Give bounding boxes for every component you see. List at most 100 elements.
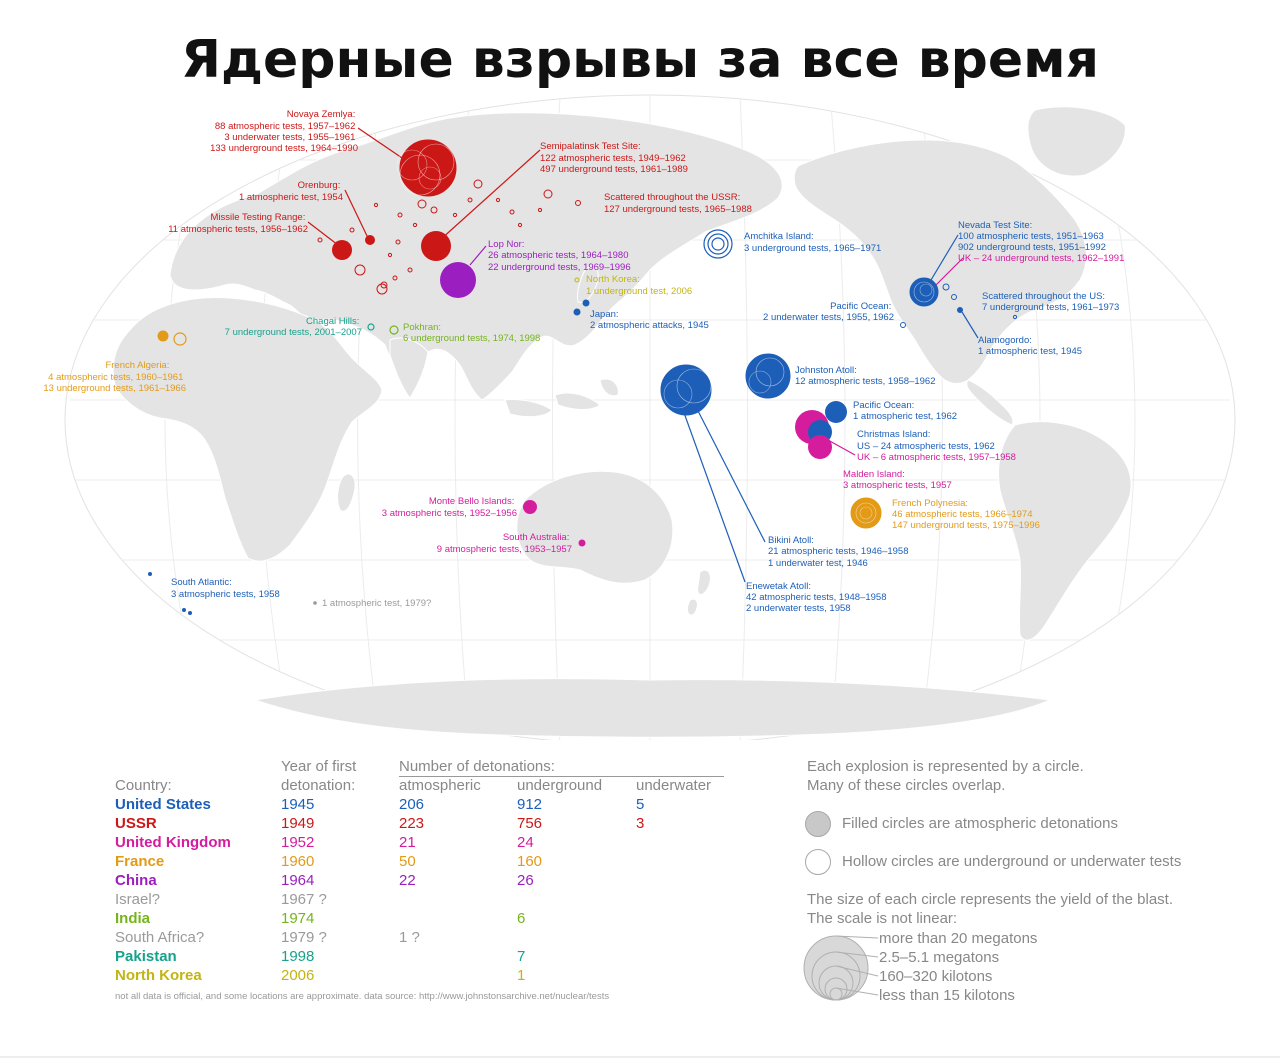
site-french-polynesia: [850, 497, 882, 529]
leader-missile-range: [307, 221, 339, 246]
site-pokhran: [389, 325, 399, 335]
country-name: Israel?: [115, 891, 161, 908]
country-name: United States: [115, 796, 211, 813]
landmass-north-america: [793, 139, 1087, 384]
first-year: 1979 ?: [281, 929, 327, 946]
filled-circle-icon: [805, 811, 831, 837]
underground-count: 6: [517, 910, 526, 927]
first-year: 1998: [281, 948, 315, 965]
underground-count: 912: [517, 796, 543, 813]
leader-lines: [307, 127, 979, 583]
table-row: United Kingdom 1952 21 24: [0, 833, 780, 852]
country-name: France: [115, 853, 165, 870]
world-map: Novaya Zemlya: 88 atmospheric tests, 195…: [43, 94, 1236, 740]
site-south-australia: [578, 539, 586, 547]
label-orenburg: Orenburg: 1 atmospheric test, 1954: [239, 180, 343, 203]
label-french-algeria: French Algeria: 4 atmospheric tests, 196…: [43, 360, 186, 394]
data-source-footnote: not all data is official, and some locat…: [115, 991, 610, 1002]
label-scattered-us: Scattered throughout the US: 7 undergrou…: [982, 291, 1119, 313]
underground-count: 7: [517, 948, 526, 965]
landmass-south-america: [998, 421, 1132, 641]
header-atmospheric: atmospheric: [399, 777, 481, 794]
key-hollow-label: Hollow circles are underground or underw…: [842, 853, 1182, 870]
landmass-new-zealand: [686, 569, 711, 616]
label-unknown-1979: 1 atmospheric test, 1979?: [322, 598, 431, 609]
site-orenburg: [365, 235, 375, 245]
leader-lop-nor: [469, 245, 487, 266]
landmass-antarctica: [254, 678, 1052, 738]
table-row: United States 1945 206 912 5: [0, 795, 780, 814]
label-north-korea: North Korea: 1 underground test, 2006: [586, 274, 692, 297]
landmass-greenland: [1027, 106, 1126, 177]
atmospheric-count: 1 ?: [399, 929, 420, 946]
key-filled-label: Filled circles are atmospheric detonatio…: [842, 815, 1118, 832]
label-novaya-zemlya: Novaya Zemlya: 88 atmospheric tests, 195…: [210, 109, 358, 154]
label-bikini: Bikini Atoll: 21 atmospheric tests, 1946…: [768, 535, 911, 569]
underground-count: 1: [517, 967, 526, 984]
label-monte-bello: Monte Bello Islands: 3 atmospheric tests…: [382, 496, 517, 519]
site-bikini-enewetak: [660, 364, 712, 416]
site-scattered-ussr: [317, 179, 581, 295]
atmospheric-count: 21: [399, 834, 416, 851]
leader-novaya-zemlya: [357, 127, 406, 161]
underground-count: 756: [517, 815, 543, 832]
landmass-indonesia: [504, 378, 619, 418]
first-year: 1964: [281, 872, 315, 889]
atmospheric-count: 22: [399, 872, 416, 889]
landmass-australia: [516, 470, 674, 584]
landmass-africa: [112, 297, 383, 562]
underground-count: 160: [517, 853, 543, 870]
header-detonations-group: Number of detonations:: [399, 758, 724, 777]
site-french-algeria: [157, 330, 187, 346]
site-chagai: [367, 323, 375, 331]
key-intro-line1: Each explosion is represented by a circl…: [807, 758, 1084, 775]
label-chagai: Chagai Hills: 7 underground tests, 2001–…: [225, 316, 362, 338]
scale-label: 2.5–5.1 megatons: [879, 949, 1000, 966]
leader-bikini: [694, 404, 766, 543]
site-amchitka: [703, 229, 733, 259]
label-alamogordo: Alamogordo: 1 atmospheric test, 1945: [978, 335, 1082, 357]
landmass-japan: [577, 265, 599, 304]
country-name: USSR: [115, 815, 157, 832]
leader-orenburg: [344, 189, 369, 239]
first-year: 1949: [281, 815, 315, 832]
table-row: France 1960 50 160: [0, 852, 780, 871]
label-french-polynesia: French Polynesia: 46 atmospheric tests, …: [892, 498, 1040, 531]
first-year: 1952: [281, 834, 315, 851]
country-name: North Korea: [115, 967, 202, 984]
leader-christmas-uk: [827, 439, 856, 456]
size-scale-icon: [803, 935, 879, 1001]
country-name: United Kingdom: [115, 834, 231, 851]
site-semipalatinsk: [421, 231, 451, 261]
label-christmas: Christmas Island: US – 24 atmospheric te…: [857, 429, 1016, 463]
test-sites: [148, 139, 1018, 615]
label-lop-nor: Lop Nor: 26 atmospheric tests, 1964–1980…: [488, 239, 631, 273]
scale-label: 160–320 kilotons: [879, 968, 993, 985]
site-scattered-us: [900, 283, 1018, 328]
label-malden: Malden Island: 3 atmospheric tests, 1957: [843, 469, 952, 491]
label-amchitka: Amchitka Island: 3 underground tests, 19…: [744, 231, 881, 254]
table-row: India 1974 6: [0, 909, 780, 928]
label-pacific-ocean-2: Pacific Ocean: 1 atmospheric test, 1962: [853, 400, 957, 422]
hollow-circle-icon: [805, 849, 831, 875]
first-year: 1974: [281, 910, 315, 927]
header-year-line2: detonation:: [281, 777, 356, 794]
site-nevada: [909, 277, 939, 307]
table-row: Pakistan 1998 7: [0, 947, 780, 966]
first-year: 1945: [281, 796, 315, 813]
underwater-count: 5: [636, 796, 645, 813]
site-missile-range: [332, 240, 352, 260]
bottom-divider: [0, 1056, 1280, 1058]
label-semipalatinsk: Semipalatinsk Test Site: 122 atmospheric…: [540, 141, 688, 175]
site-north-korea: [574, 277, 580, 283]
land-masses: [112, 106, 1132, 738]
landmass-india: [389, 337, 429, 399]
header-country: Country:: [115, 777, 172, 794]
atmospheric-count: 50: [399, 853, 416, 870]
site-malden: [808, 435, 832, 459]
key-size-line2: The scale is not linear:: [807, 910, 958, 927]
site-japan-2: [573, 308, 581, 316]
table-row: USSR 1949 223 756 3: [0, 814, 780, 833]
atmospheric-count: 223: [399, 815, 425, 832]
underwater-count: 3: [636, 815, 645, 832]
